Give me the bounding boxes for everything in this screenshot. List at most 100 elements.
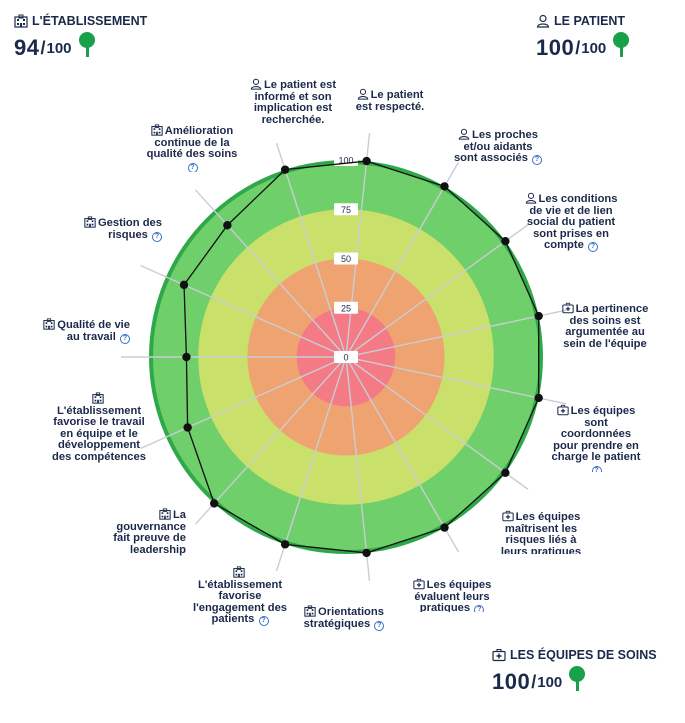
building-icon [304, 605, 316, 617]
score-patient-max: 100 [581, 39, 607, 57]
criterion-label-2[interactable]: Les conditions de vie et de lien social … [520, 192, 622, 264]
medical-kit-icon [413, 578, 425, 590]
score-equipes: LES ÉQUIPES DE SOINS 100/100 [492, 648, 657, 695]
score-patient-title: LE PATIENT [536, 14, 629, 28]
criterion-label-8[interactable]: L'établissement favorise l'engagement de… [190, 566, 290, 626]
building-icon [43, 318, 55, 330]
building-icon [92, 392, 104, 404]
radar-tick-label: 100 [338, 156, 353, 166]
criterion-label-6[interactable]: Les équipes évaluent leurs pratiques ? [404, 578, 500, 612]
help-circle-icon[interactable]: ? [120, 333, 130, 344]
score-etablissement-max: 100 [46, 39, 72, 57]
radar-spoke [345, 356, 460, 553]
person-icon [458, 128, 470, 140]
score-etablissement: L'ÉTABLISSEMENT 94/100 [14, 14, 147, 61]
radar-spoke [345, 356, 567, 405]
radar-spoke [345, 224, 529, 358]
criterion-label-12[interactable]: Gestion des risques ? [70, 216, 162, 244]
criterion-label-10[interactable]: L'établissement favorise le travail en é… [52, 392, 146, 484]
help-circle-icon[interactable]: ? [374, 620, 385, 631]
criterion-label-13[interactable]: Amélioration continue de la qualité des … [146, 124, 238, 172]
radar-spoke [345, 133, 371, 358]
criterion-label-5[interactable]: Les équipes maîtrisent les risques liés … [500, 510, 582, 554]
person-icon [525, 192, 537, 204]
radar-data-point [534, 393, 543, 403]
score-separator: / [531, 671, 537, 692]
radar-spoke [345, 309, 567, 358]
help-circle-icon[interactable]: ? [532, 155, 543, 166]
radar-spoke [275, 142, 347, 358]
person-icon [250, 78, 262, 90]
radar-spoke [194, 189, 347, 358]
criterion-label-7[interactable]: Orientations stratégiques ? [303, 605, 385, 631]
radar-data-point [209, 499, 219, 508]
radar-tick-bg [334, 351, 358, 363]
score-equipes-number: 100 [492, 669, 531, 694]
radar-spoke [345, 356, 529, 490]
radar-spoke [140, 264, 347, 358]
radar-data-point [501, 237, 510, 246]
score-etablissement-value: 94/100 [14, 32, 147, 61]
radar-data-line [183, 160, 540, 554]
radar-data-point [440, 523, 449, 532]
score-patient-number: 100 [536, 35, 575, 60]
radar-spoke [194, 356, 347, 525]
medical-kit-icon [557, 404, 569, 416]
help-circle-icon[interactable]: ? [187, 162, 198, 172]
radar-spoke [140, 356, 347, 450]
radar-tick-bg [334, 301, 358, 314]
score-equipes-max: 100 [537, 673, 563, 691]
radar-spoke [345, 161, 460, 358]
tree-icon [78, 32, 95, 58]
criterion-label-9[interactable]: La gouvernance fait preuve de leadership [113, 508, 186, 556]
radar-tick-label: 50 [341, 254, 351, 264]
criterion-label-3[interactable]: La pertinence des soins est argumentée a… [562, 302, 649, 350]
radar-spoke [345, 356, 371, 581]
radar-data-point [182, 352, 191, 362]
radar-data-point [183, 423, 192, 432]
radar-data-point [534, 311, 543, 321]
help-circle-icon[interactable]: ? [587, 242, 598, 253]
score-patient: LE PATIENT 100/100 [536, 14, 630, 61]
radar-data-point [179, 280, 189, 290]
score-equipes-title: LES ÉQUIPES DE SOINS [492, 648, 657, 662]
radar-tick-bg [334, 252, 358, 265]
radar-data-point [280, 540, 290, 549]
radar-data-point [501, 468, 510, 477]
tree-icon [613, 32, 630, 58]
person-icon [357, 88, 369, 100]
radar-data-point [440, 182, 449, 191]
score-equipes-value: 100/100 [492, 666, 657, 695]
score-patient-value: 100/100 [536, 32, 630, 61]
radar-data-point [280, 165, 290, 174]
tree-icon [569, 666, 586, 692]
radar-tick-label: 25 [341, 303, 351, 313]
criterion-label-4[interactable]: Les équipes sont coordonnées pour prendr… [548, 404, 644, 472]
radar-tick-label: 75 [341, 205, 351, 215]
criterion-label-11[interactable]: Qualité de vie au travail ? [38, 318, 130, 346]
radar-tick-bg [334, 203, 358, 216]
criterion-label-0[interactable]: Le patient est respecté. [355, 88, 425, 113]
help-circle-icon[interactable]: ? [152, 231, 162, 242]
score-separator: / [40, 37, 46, 58]
criterion-label-14[interactable]: Le patient est informé et son implicatio… [246, 78, 340, 128]
help-circle-icon[interactable]: ? [591, 465, 602, 472]
medical-kit-icon [562, 302, 574, 314]
radar-data-point [362, 548, 371, 558]
score-etablissement-number: 94 [14, 35, 40, 60]
radar-tick-label: 0 [343, 353, 348, 363]
building-icon [233, 566, 245, 578]
radar-data-point [362, 156, 371, 166]
help-circle-icon[interactable]: ? [258, 616, 269, 626]
radar-data-point [223, 221, 232, 230]
help-circle-icon[interactable]: ? [474, 605, 485, 612]
building-icon [151, 124, 163, 136]
medical-kit-icon [502, 510, 514, 522]
building-icon [84, 216, 96, 228]
building-icon [159, 508, 171, 520]
radar-spoke [275, 356, 347, 572]
criterion-label-1[interactable]: Les proches et/ou aidants sont associés … [452, 128, 544, 174]
score-etablissement-title: L'ÉTABLISSEMENT [14, 14, 147, 28]
score-separator: / [575, 37, 581, 58]
